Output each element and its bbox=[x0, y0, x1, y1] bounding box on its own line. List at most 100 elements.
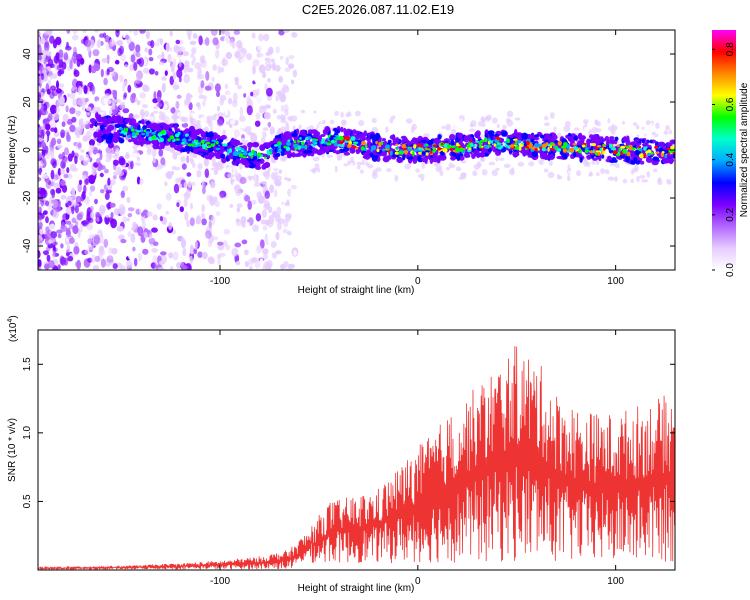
snr-panel: -100 0 100 0.5 1.0 1.5 Height of straight lin… bbox=[7, 315, 676, 594]
band-speck bbox=[102, 129, 107, 134]
noise-speck bbox=[156, 203, 162, 210]
ridge-point bbox=[609, 143, 613, 148]
noise-speck bbox=[212, 64, 217, 71]
ridge-point bbox=[602, 147, 606, 151]
band-halo-speck bbox=[285, 121, 289, 127]
noise-speck bbox=[158, 260, 165, 266]
band-halo-speck bbox=[481, 169, 488, 176]
noise-speck bbox=[104, 93, 111, 99]
ridge-point bbox=[500, 145, 504, 149]
noise-speck bbox=[84, 97, 89, 103]
band-halo-speck bbox=[583, 126, 590, 134]
noise-speck bbox=[275, 250, 282, 255]
noise-speck bbox=[189, 40, 197, 46]
ridge-point bbox=[136, 130, 141, 133]
band-speck bbox=[283, 131, 292, 137]
y-tick-label: -20 bbox=[22, 190, 33, 205]
ridge-point bbox=[277, 141, 281, 145]
noise-speck bbox=[192, 33, 198, 39]
noise-speck bbox=[106, 255, 114, 263]
noise-speck bbox=[116, 225, 124, 232]
noise-speck bbox=[38, 44, 42, 55]
noise-speck bbox=[247, 200, 252, 210]
noise-speck bbox=[258, 33, 264, 42]
noise-speck bbox=[114, 59, 120, 65]
noise-speck bbox=[41, 157, 46, 162]
band-speck bbox=[493, 133, 500, 137]
noise-speck bbox=[170, 106, 176, 114]
noise-speck bbox=[71, 187, 76, 197]
band-halo-speck bbox=[319, 161, 323, 168]
band-halo-speck bbox=[180, 156, 186, 163]
band-halo-speck bbox=[386, 168, 392, 173]
band-halo-speck bbox=[152, 106, 158, 110]
noise-speck bbox=[112, 263, 118, 270]
band-halo-speck bbox=[450, 128, 457, 135]
ridge-point bbox=[188, 138, 191, 142]
noise-speck bbox=[254, 260, 261, 269]
noise-speck bbox=[202, 100, 206, 107]
band-speck bbox=[184, 128, 191, 135]
noise-speck bbox=[50, 231, 58, 239]
noise-speck bbox=[94, 211, 101, 219]
noise-speck bbox=[278, 218, 285, 224]
noise-speck bbox=[190, 53, 195, 58]
y-tick-label: 20 bbox=[22, 96, 33, 108]
noise-speck bbox=[161, 76, 167, 81]
noise-speck bbox=[167, 53, 172, 63]
noise-speck bbox=[52, 161, 57, 169]
noise-speck bbox=[262, 225, 268, 231]
noise-speck bbox=[105, 43, 111, 51]
ridge-point bbox=[118, 127, 124, 130]
noise-speck bbox=[244, 195, 251, 202]
noise-speck bbox=[47, 79, 52, 86]
noise-speck bbox=[43, 41, 50, 52]
band-halo-speck bbox=[614, 163, 620, 169]
ridge-point bbox=[215, 147, 221, 151]
colorbar: 0.0 0.2 0.4 0.6 0.8 Normalized spectral ampl… bbox=[712, 30, 750, 277]
band-speck bbox=[116, 116, 122, 124]
band-halo-speck bbox=[144, 110, 150, 118]
band-halo-speck bbox=[287, 116, 292, 120]
band-halo-speck bbox=[85, 130, 92, 138]
noise-speck bbox=[219, 193, 224, 199]
ridge-point bbox=[242, 156, 247, 159]
noise-speck bbox=[197, 251, 203, 258]
x-tick-label: -100 bbox=[210, 276, 230, 287]
noise-speck bbox=[38, 259, 42, 267]
noise-speck bbox=[258, 105, 265, 114]
noise-speck bbox=[171, 194, 178, 203]
band-halo-speck bbox=[142, 104, 148, 109]
noise-speck bbox=[217, 112, 224, 118]
noise-speck bbox=[103, 238, 109, 248]
ridge-point bbox=[413, 149, 418, 152]
band-speck bbox=[492, 147, 497, 153]
band-speck bbox=[102, 133, 108, 140]
band-halo-speck bbox=[371, 126, 379, 134]
noise-speck bbox=[168, 222, 173, 231]
snr-scale-prefix: (x10 bbox=[8, 322, 19, 342]
ridge-point bbox=[599, 148, 603, 152]
band-halo-speck bbox=[233, 119, 239, 125]
noise-speck bbox=[44, 30, 50, 36]
noise-speck bbox=[215, 211, 221, 217]
band-halo-speck bbox=[612, 121, 619, 125]
ridge-point bbox=[505, 144, 508, 148]
band-halo-speck bbox=[287, 174, 291, 178]
band-halo-speck bbox=[496, 123, 500, 129]
noise-speck bbox=[49, 188, 55, 195]
noise-speck bbox=[49, 91, 55, 99]
noise-speck bbox=[47, 58, 54, 67]
noise-speck bbox=[210, 181, 216, 189]
band-halo-speck bbox=[453, 124, 457, 130]
ridge-point bbox=[297, 139, 300, 143]
band-speck bbox=[302, 150, 310, 154]
noise-speck bbox=[161, 51, 165, 61]
noise-speck bbox=[223, 240, 228, 247]
band-halo-speck bbox=[314, 163, 320, 170]
band-speck bbox=[95, 122, 103, 126]
noise-speck bbox=[242, 48, 248, 58]
band-halo-speck bbox=[630, 178, 634, 184]
noise-speck bbox=[244, 261, 249, 268]
noise-speck bbox=[56, 138, 62, 145]
